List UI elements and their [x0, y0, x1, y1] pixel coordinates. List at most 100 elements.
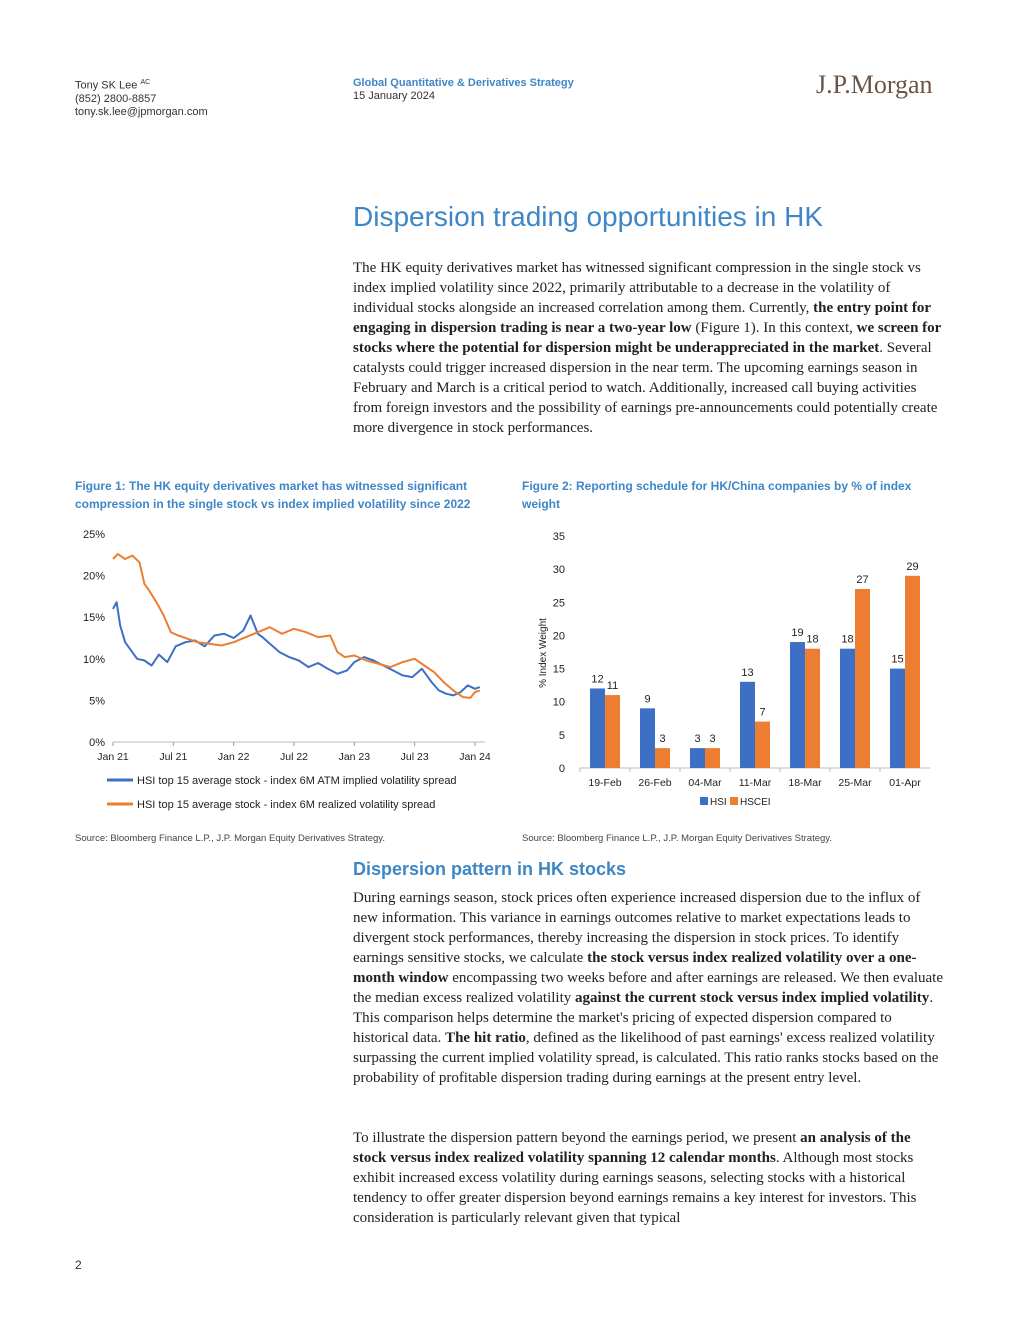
figure1-caption: Figure 1: The HK equity derivatives mark…	[75, 479, 471, 511]
x-tick-label: Jan 21	[97, 751, 129, 763]
page-number: 2	[75, 1258, 82, 1272]
series-line-1	[112, 601, 481, 697]
p3-bold-1: an analysis of the stock versus index re…	[353, 1130, 911, 1166]
author-email[interactable]: tony.sk.lee@jpmorgan.com	[75, 105, 208, 118]
data-label: 9	[644, 693, 650, 705]
bar-hsi-25-Mar	[840, 648, 855, 768]
legend-label: HSI	[710, 797, 727, 808]
data-label: 3	[709, 733, 715, 745]
y-tick-label: 10	[553, 697, 565, 709]
y-tick-label: 30	[553, 564, 565, 576]
x-tick-label: 26-Feb	[638, 777, 671, 789]
intro-paragraph: The HK equity derivatives market has wit…	[353, 258, 945, 438]
page-title: Dispersion trading opportunities in HK	[353, 201, 824, 232]
bar-hscei-11-Mar	[755, 721, 770, 768]
paragraph-3: To illustrate the dispersion pattern bey…	[353, 1128, 945, 1228]
x-tick-label: Jul 21	[159, 751, 187, 763]
p2-text-1: During earnings season, stock prices oft…	[353, 890, 921, 966]
bar-hscei-01-Apr	[905, 575, 920, 768]
x-tick-label: 01-Apr	[889, 777, 921, 789]
y-tick-label: 20%	[83, 571, 105, 583]
p2-text-4: , defined as the likelihood of past earn…	[353, 1030, 939, 1086]
x-tick-label: 11-Mar	[739, 777, 772, 789]
paragraph-2: During earnings season, stock prices oft…	[353, 888, 945, 1088]
p2-text-3: . This comparison helps determine the ma…	[353, 990, 934, 1046]
x-tick-label: Jul 23	[401, 751, 429, 763]
intro-bold-2: we screen for stocks where the potential…	[353, 320, 942, 356]
figure1-line-chart: 0% 5% 10% 15% 20% 25% Jan 21 Jul 21 Jan 22 Jul 2…	[83, 529, 491, 811]
x-tick-label: Jan 23	[339, 751, 371, 763]
y-tick-label: 5	[559, 730, 565, 742]
x-tick-label: Jul 22	[280, 751, 308, 763]
p2-bold-1: the stock versus index realized volatili…	[353, 950, 917, 986]
author-sup: AC	[140, 79, 151, 86]
y-tick-label: 10%	[83, 654, 105, 666]
x-tick-label: Jan 22	[218, 751, 250, 763]
legend-label: HSI top 15 average stock - index 6M ATM …	[137, 775, 457, 787]
author-phone: (852) 2800-8857	[75, 92, 157, 105]
data-label: 7	[759, 707, 765, 719]
strategy-name: Global Quantitative & Derivatives Strate…	[353, 77, 574, 89]
x-tick-label: 25-Mar	[838, 777, 872, 789]
x-tick-label: 04-Mar	[688, 777, 722, 789]
y-tick-label: 25	[553, 597, 565, 609]
data-label: 29	[906, 561, 918, 573]
intro-text-2: (Figure 1). In this context,	[691, 320, 857, 336]
bar-hscei-26-Feb	[655, 748, 670, 768]
legend-label: HSCEI	[740, 797, 771, 808]
x-tick-label: Jan 24	[459, 751, 491, 763]
bar-hscei-04-Mar	[705, 748, 720, 768]
x-tick-label: 19-Feb	[588, 777, 621, 789]
p3-text-2: . Although most stocks exhibit increased…	[353, 1150, 917, 1226]
bar-hsi-04-Mar	[690, 748, 705, 768]
data-label: 11	[607, 680, 618, 692]
data-label: 13	[741, 667, 753, 679]
bar-hsi-19-Feb	[590, 688, 605, 768]
y-tick-label: 25%	[83, 529, 105, 541]
bar-hscei-25-Mar	[855, 589, 870, 768]
data-label: 27	[856, 574, 868, 586]
y-tick-label: 15%	[83, 612, 105, 624]
p3-text-1: To illustrate the dispersion pattern bey…	[353, 1130, 801, 1146]
data-label: 12	[591, 673, 603, 685]
author-block: Tony SK Lee AC (852) 2800-8857 tony.sk.l…	[75, 76, 208, 119]
y-tick-label: 15	[553, 664, 565, 676]
intro-text-3: . Several catalysts could trigger increa…	[353, 340, 938, 436]
x-tick-label: 18-Mar	[788, 777, 822, 789]
figure1-source: Source: Bloomberg Finance L.P., J.P. Mor…	[75, 833, 385, 844]
report-info: Global Quantitative & Derivatives Strate…	[353, 77, 574, 103]
y-tick-label: 5%	[89, 695, 105, 707]
bar-hsi-26-Feb	[640, 708, 655, 768]
bar-hscei-18-Mar	[805, 648, 820, 768]
bar-hsi-18-Mar	[790, 642, 805, 768]
data-label: 15	[891, 654, 903, 666]
data-label: 18	[806, 634, 818, 646]
p2-bold-3: The hit ratio	[445, 1030, 526, 1046]
legend-label: HSI top 15 average stock - index 6M real…	[137, 799, 435, 811]
author-name: Tony SK Lee	[75, 79, 138, 92]
y-axis-label: % Index Weight	[538, 618, 549, 688]
section-title: Dispersion pattern in HK stocks	[353, 859, 627, 879]
p2-text-2: encompassing two weeks before and after …	[353, 970, 943, 1006]
report-date: 15 January 2024	[353, 90, 435, 102]
data-label: 18	[841, 634, 853, 646]
data-label: 3	[694, 733, 700, 745]
data-label: 19	[791, 627, 803, 639]
series-line-2	[112, 553, 481, 699]
figure2-caption: Figure 2: Reporting schedule for HK/Chin…	[522, 479, 912, 511]
data-label: 3	[659, 733, 665, 745]
intro-bold-1: the entry point for engaging in dispersi…	[353, 300, 931, 336]
bar-hscei-19-Feb	[605, 695, 620, 768]
figure2-source: Source: Bloomberg Finance L.P., J.P. Mor…	[522, 833, 832, 844]
bar-hsi-11-Mar	[740, 681, 755, 768]
y-tick-label: 0%	[89, 737, 105, 749]
p2-bold-2: against the current stock versus index i…	[575, 990, 930, 1006]
legend-swatch	[730, 797, 738, 805]
y-tick-label: 0	[559, 763, 565, 775]
bar-hsi-01-Apr	[890, 668, 905, 768]
legend-swatch	[700, 797, 708, 805]
y-tick-label: 35	[553, 531, 565, 543]
y-tick-label: 20	[553, 630, 565, 642]
jpmorgan-logo: J.P.Morgan	[816, 70, 933, 99]
